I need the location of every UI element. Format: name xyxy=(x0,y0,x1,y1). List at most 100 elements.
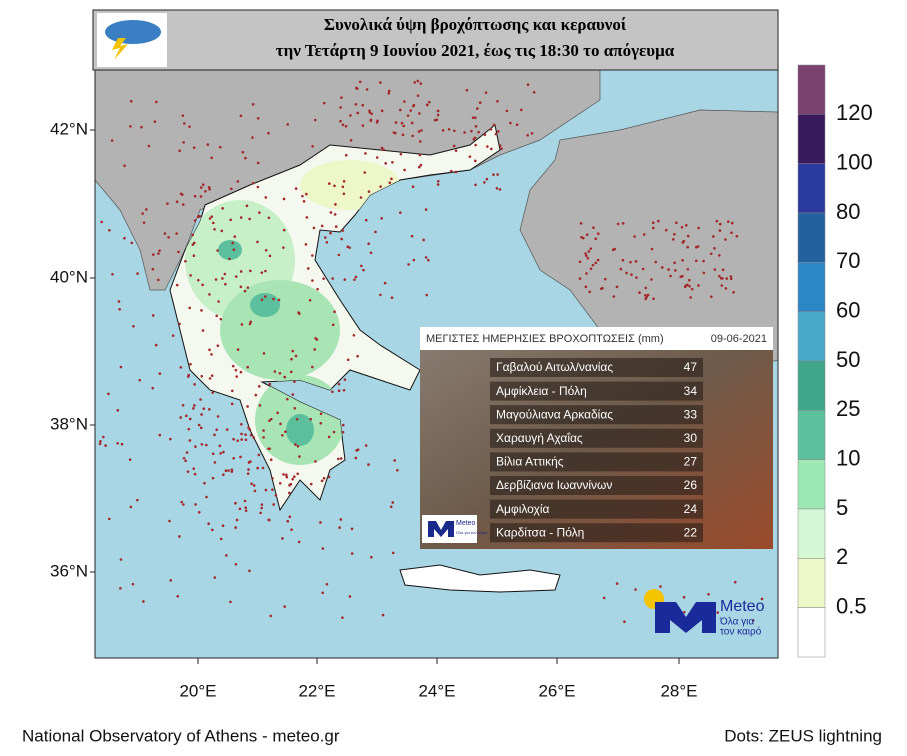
lightning-dot xyxy=(200,374,204,378)
lightning-dot xyxy=(256,116,260,120)
lightning-dot xyxy=(193,404,196,407)
lightning-dot xyxy=(283,605,286,608)
lightning-dot xyxy=(179,366,183,369)
lightning-dot xyxy=(409,109,413,112)
lightning-dot xyxy=(615,285,619,289)
lightning-dot xyxy=(387,89,391,93)
table-row xyxy=(490,476,703,495)
lightning-dot xyxy=(267,216,271,220)
lightning-dot xyxy=(350,527,354,531)
lightning-dot xyxy=(294,354,298,358)
lightning-dot xyxy=(197,278,200,282)
lightning-dot xyxy=(119,365,123,369)
lightning-dot xyxy=(193,241,196,245)
lightning-dot xyxy=(709,252,713,256)
lightning-dot xyxy=(391,161,394,164)
lightning-dot xyxy=(319,421,323,425)
lightning-dot xyxy=(486,145,489,148)
lightning-dot xyxy=(234,368,238,372)
lightning-dot xyxy=(596,232,600,236)
lightning-dot xyxy=(412,104,415,108)
lightning-dot xyxy=(360,264,363,268)
colorbar-swatch xyxy=(797,114,826,164)
lightning-dot xyxy=(472,138,476,141)
lightning-dot xyxy=(652,226,655,230)
lightning-dot xyxy=(152,253,155,256)
lightning-dot xyxy=(498,144,502,147)
lightning-dot xyxy=(186,470,190,473)
lightning-dot xyxy=(436,179,440,183)
lat-label: 38°N xyxy=(50,414,88,433)
lightning-dot xyxy=(519,108,523,112)
lightning-dot xyxy=(285,473,288,477)
lightning-dot xyxy=(248,217,251,221)
lightning-dot xyxy=(181,403,185,407)
table-row xyxy=(490,523,703,543)
lightning-dot xyxy=(192,254,196,257)
lightning-dot xyxy=(236,439,240,442)
lightning-dot xyxy=(392,131,396,134)
lightning-dot xyxy=(199,398,202,401)
lightning-dot xyxy=(118,308,121,311)
lightning-dot xyxy=(216,415,220,418)
lightning-dot xyxy=(329,231,332,235)
lightning-dot xyxy=(260,506,263,510)
lightning-dot xyxy=(667,268,670,271)
lightning-dot xyxy=(244,156,247,160)
lightning-dot xyxy=(672,238,675,241)
lightning-dot xyxy=(213,228,216,231)
lightning-dot xyxy=(333,310,336,314)
lightning-dot xyxy=(613,247,616,251)
lightning-dot xyxy=(625,271,628,275)
lightning-dot xyxy=(630,273,633,276)
lightning-dot xyxy=(483,181,486,184)
lightning-dot xyxy=(417,130,421,133)
row-value: 24 xyxy=(684,502,698,516)
lat-label: 40°N xyxy=(50,267,88,286)
lightning-dot xyxy=(474,183,477,187)
footer-right: Dots: ZEUS lightning xyxy=(724,726,882,745)
colorbar-swatch xyxy=(797,311,826,362)
lightning-dot xyxy=(394,121,398,124)
lightning-dot xyxy=(319,521,322,524)
lightning-dot xyxy=(269,417,273,421)
lightning-dot xyxy=(352,333,356,337)
lightning-dot xyxy=(327,475,331,479)
lightning-dot xyxy=(374,230,377,234)
lightning-dot xyxy=(313,348,316,351)
lightning-dot xyxy=(151,314,155,317)
lightning-dot xyxy=(182,503,185,506)
lightning-dot xyxy=(230,187,233,191)
lightning-dot xyxy=(244,438,248,442)
lightning-dot xyxy=(586,256,590,260)
lightning-dot xyxy=(417,165,421,169)
colorbar-swatch xyxy=(797,262,826,312)
lightning-dot xyxy=(729,275,733,278)
lon-label: 26°E xyxy=(538,681,575,700)
colorbar-label: 10 xyxy=(836,445,860,470)
lightning-dot xyxy=(220,229,224,233)
lightning-dot xyxy=(286,123,290,126)
table-header xyxy=(420,327,773,350)
colorbar-label: 25 xyxy=(836,396,860,421)
lightning-dot xyxy=(641,267,645,271)
lightning-dot xyxy=(249,320,253,324)
lightning-dot xyxy=(358,80,362,84)
lightning-dot xyxy=(492,173,495,176)
lightning-dot xyxy=(211,476,215,480)
lightning-dot xyxy=(233,235,237,238)
lightning-dot xyxy=(702,271,706,275)
lightning-dot xyxy=(629,260,632,264)
lightning-dot xyxy=(337,457,340,461)
lightning-dot xyxy=(732,290,735,294)
lightning-dot xyxy=(320,224,324,228)
lightning-dot xyxy=(219,317,223,321)
row-value: 34 xyxy=(684,384,698,398)
lightning-dot xyxy=(399,211,402,214)
lightning-dot xyxy=(367,190,371,193)
lightning-dot xyxy=(240,438,243,441)
lightning-dot xyxy=(621,222,625,225)
colorbar-label: 60 xyxy=(836,297,860,322)
lightning-dot xyxy=(246,405,249,408)
lightning-dot xyxy=(274,493,278,497)
